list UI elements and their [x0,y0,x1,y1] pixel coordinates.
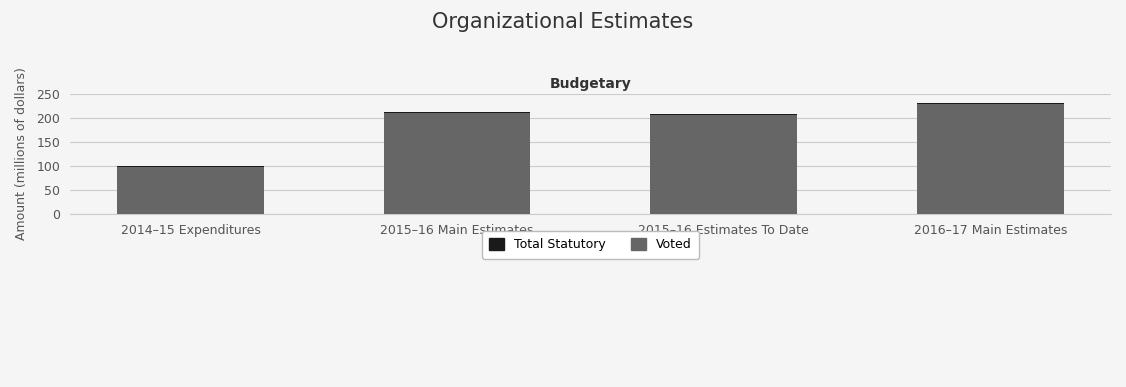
Bar [117,166,263,167]
Bar [917,104,1064,214]
Y-axis label: Amount (millions of dollars): Amount (millions of dollars) [15,68,28,240]
Bar [651,114,797,115]
Text: Organizational Estimates: Organizational Estimates [432,12,694,32]
Bar [384,113,530,214]
Legend: Total Statutory, Voted: Total Statutory, Voted [482,231,699,259]
Bar [117,167,263,214]
Bar [651,115,797,214]
Bar [384,112,530,113]
Title: Budgetary: Budgetary [549,77,632,91]
Bar [917,103,1064,104]
